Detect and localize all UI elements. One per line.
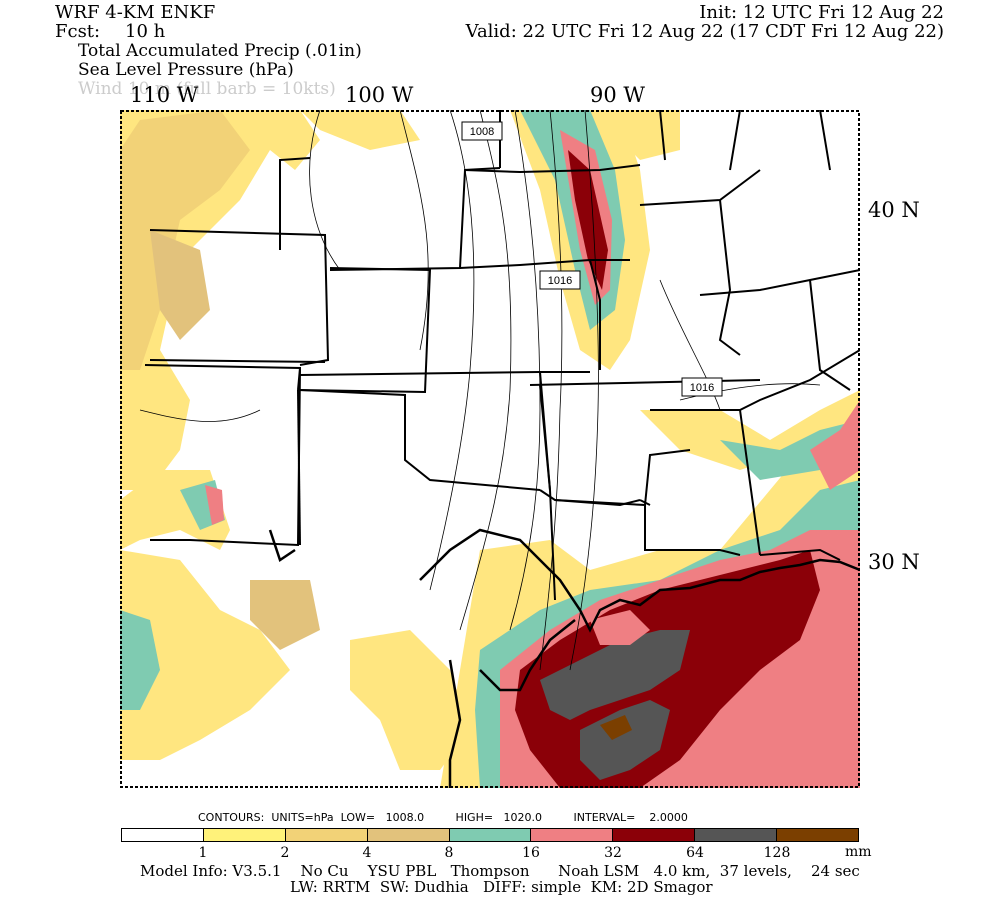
init-time: Init: 12 UTC Fri 12 Aug 22 [699,2,944,23]
colorbar-tick-2: 2 [280,845,290,861]
colorbar-unit: mm [845,844,872,860]
colorbar-tick-64: 64 [686,845,704,861]
model-title: WRF 4-KM ENKF [55,2,216,23]
contours-info: CONTOURS: UNITS=hPa LOW= 1008.0 HIGH= 10… [198,811,688,824]
colorbar-tick-1: 1 [198,845,208,861]
isobars [139,110,821,671]
field-wind-label: Wind 10 m (full barb = 10kts) [78,79,336,99]
colorbar-tick-32: 32 [604,845,622,861]
state-borders [144,110,860,601]
colorbar-swatch-5 [531,829,614,841]
colorbar-swatch-4 [449,829,532,841]
colorbar-swatch-8 [777,829,859,841]
lat-label-30n: 30 N [868,550,920,574]
field-slp-label: Sea Level Pressure (hPa) [78,60,294,80]
valid-time: Valid: 22 UTC Fri 12 Aug 22 (17 CDT Fri … [465,21,944,42]
colorbar-tick-128: 128 [763,845,791,861]
lon-label-100w: 100 W [345,83,414,107]
colorbar-swatch-7 [695,829,778,841]
colorbar-swatch-3 [367,829,450,841]
colorbar-swatch-6 [613,829,696,841]
model-info: Model Info: V3.5.1 No Cu YSU PBL Thompso… [140,862,860,880]
colorbar-tick-16: 16 [522,845,540,861]
field-precip-label: Total Accumulated Precip (.01in) [78,41,362,61]
precip-colorbar [121,828,859,842]
colorbar-swatch-2 [285,829,368,841]
colorbar-swatch-0 [122,829,204,841]
contour-label-1016-b: 1016 [690,382,714,394]
lat-label-40n: 40 N [868,198,920,222]
map-frame [120,110,860,788]
precip-map: 1008 1016 1016 [120,110,860,788]
lon-label-90w: 90 W [590,83,645,107]
contour-labels: 1008 1016 1016 [461,121,723,397]
colorbar-swatch-1 [203,829,286,841]
contour-label-1008: 1008 [470,126,494,138]
model-physics: LW: RRTM SW: Dudhia DIFF: simple KM: 2D … [290,878,713,896]
lon-label-110w: 110 W [130,83,199,107]
contour-label-1016-a: 1016 [548,275,572,287]
colorbar-tick-8: 8 [444,845,454,861]
colorbar-tick-4: 4 [362,845,372,861]
coastline [268,528,860,788]
forecast-label: Fcst: [55,21,101,42]
forecast-hour: 10 h [125,21,166,42]
